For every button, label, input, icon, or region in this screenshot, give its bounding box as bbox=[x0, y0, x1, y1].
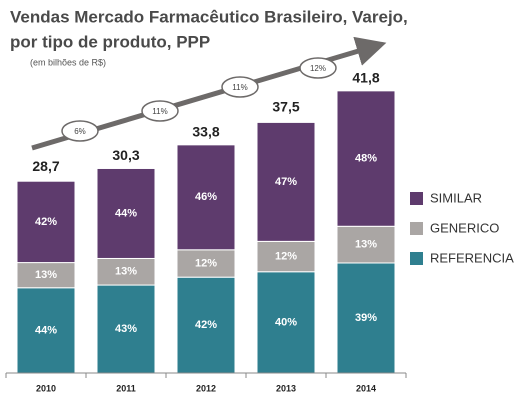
bar-segment bbox=[16, 180, 76, 264]
bar-segment bbox=[256, 240, 316, 273]
total-label: 41,8 bbox=[352, 70, 379, 86]
x-tick-label: 2011 bbox=[116, 383, 136, 393]
growth-label: 6% bbox=[74, 127, 86, 136]
bar-segment bbox=[336, 225, 396, 264]
segment-label: 12% bbox=[275, 250, 297, 262]
segment-label: 47% bbox=[275, 176, 297, 188]
bar-segment bbox=[256, 271, 316, 374]
bar-segment bbox=[336, 90, 396, 227]
segment-label: 46% bbox=[195, 191, 217, 203]
segment-label: 13% bbox=[115, 266, 137, 278]
bar-segment bbox=[176, 144, 236, 251]
segment-label: 48% bbox=[355, 152, 377, 164]
segment-label: 42% bbox=[35, 216, 57, 228]
growth-label: 11% bbox=[232, 83, 247, 92]
segment-label: 39% bbox=[355, 312, 377, 324]
growth-bubble bbox=[141, 100, 179, 122]
chart-title: Vendas Mercado Farmacêutico Brasileiro, … bbox=[10, 7, 408, 26]
chart-subtitle: (em bilhões de R$) bbox=[30, 57, 106, 67]
segment-label: 44% bbox=[35, 324, 57, 336]
bar-segment bbox=[256, 121, 316, 242]
bar-segment bbox=[96, 284, 156, 374]
bar-segment bbox=[16, 262, 76, 289]
total-label: 33,8 bbox=[192, 124, 219, 140]
bar-segment bbox=[176, 249, 236, 278]
growth-label: 12% bbox=[310, 64, 326, 73]
growth-bubble bbox=[299, 57, 337, 79]
total-label: 28,7 bbox=[32, 158, 59, 174]
legend-label: SIMILAR bbox=[430, 190, 482, 205]
x-tick-label: 2010 bbox=[36, 383, 56, 393]
total-label: 30,3 bbox=[112, 147, 139, 163]
x-tick-label: 2014 bbox=[356, 383, 376, 393]
bar-segment bbox=[336, 262, 396, 374]
legend-swatch bbox=[410, 252, 423, 265]
segment-label: 42% bbox=[195, 319, 217, 331]
segment-label: 44% bbox=[115, 207, 137, 219]
total-label: 37,5 bbox=[272, 99, 299, 115]
legend-swatch bbox=[410, 222, 423, 235]
legend-label: GENERICO bbox=[430, 220, 499, 235]
growth-label: 11% bbox=[152, 107, 167, 116]
legend-swatch bbox=[410, 192, 423, 205]
segment-label: 43% bbox=[115, 323, 137, 335]
chart-title-line2: por tipo de produto, PPP bbox=[10, 32, 210, 51]
x-tick-label: 2013 bbox=[276, 383, 296, 393]
growth-bubble bbox=[61, 120, 99, 142]
segment-label: 40% bbox=[275, 316, 297, 328]
x-tick-label: 2012 bbox=[196, 383, 216, 393]
bar-segment bbox=[96, 167, 156, 259]
legend-label: REFERENCIA bbox=[430, 250, 514, 265]
segment-label: 13% bbox=[355, 239, 377, 251]
bar-segment bbox=[176, 276, 236, 374]
segment-label: 12% bbox=[195, 257, 217, 269]
bar-segment bbox=[96, 257, 156, 286]
segment-label: 13% bbox=[35, 269, 57, 281]
growth-bubble bbox=[221, 76, 259, 98]
